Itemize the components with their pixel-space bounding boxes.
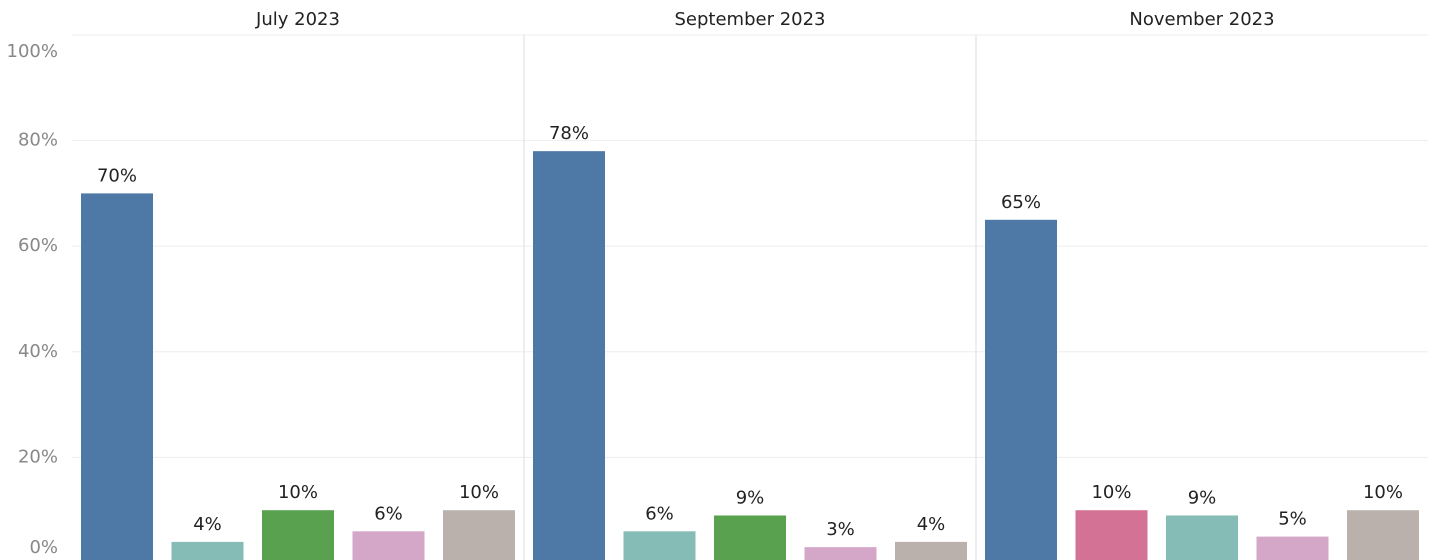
bar	[171, 541, 244, 560]
y-tick-label: 40%	[18, 341, 58, 362]
y-tick-label: 0%	[29, 537, 58, 558]
value-label: 6%	[645, 503, 674, 524]
panel-title: September 2023	[674, 9, 825, 30]
bar	[804, 547, 877, 560]
value-label: 65%	[1001, 192, 1041, 213]
bar	[352, 531, 425, 560]
bar	[81, 193, 153, 560]
value-label: 10%	[1363, 482, 1403, 503]
value-label: 78%	[549, 123, 589, 144]
bar	[262, 510, 334, 560]
bar	[895, 541, 967, 560]
bar	[985, 219, 1057, 560]
value-label: 5%	[1278, 509, 1307, 530]
value-label: 10%	[459, 482, 499, 503]
value-label: 10%	[278, 482, 318, 503]
value-label: 10%	[1091, 482, 1131, 503]
y-tick-label: 80%	[18, 130, 58, 151]
value-label: 3%	[826, 519, 855, 540]
bar	[623, 531, 696, 560]
y-tick-label: 20%	[18, 446, 58, 467]
bar	[1166, 515, 1238, 560]
value-label: 6%	[374, 503, 403, 524]
bar	[533, 151, 605, 560]
bar	[443, 510, 515, 560]
value-label: 9%	[736, 487, 765, 508]
value-label: 70%	[97, 165, 137, 186]
bar	[1347, 510, 1419, 560]
y-tick-label: 100%	[7, 41, 58, 62]
value-label: 9%	[1188, 487, 1217, 508]
panel-title: July 2023	[255, 9, 340, 30]
value-label: 4%	[917, 514, 946, 535]
bar	[1075, 510, 1148, 560]
value-label: 4%	[193, 514, 222, 535]
y-tick-label: 60%	[18, 235, 58, 256]
bar	[1256, 536, 1329, 560]
panel-title: November 2023	[1129, 9, 1274, 30]
bar	[714, 515, 786, 560]
